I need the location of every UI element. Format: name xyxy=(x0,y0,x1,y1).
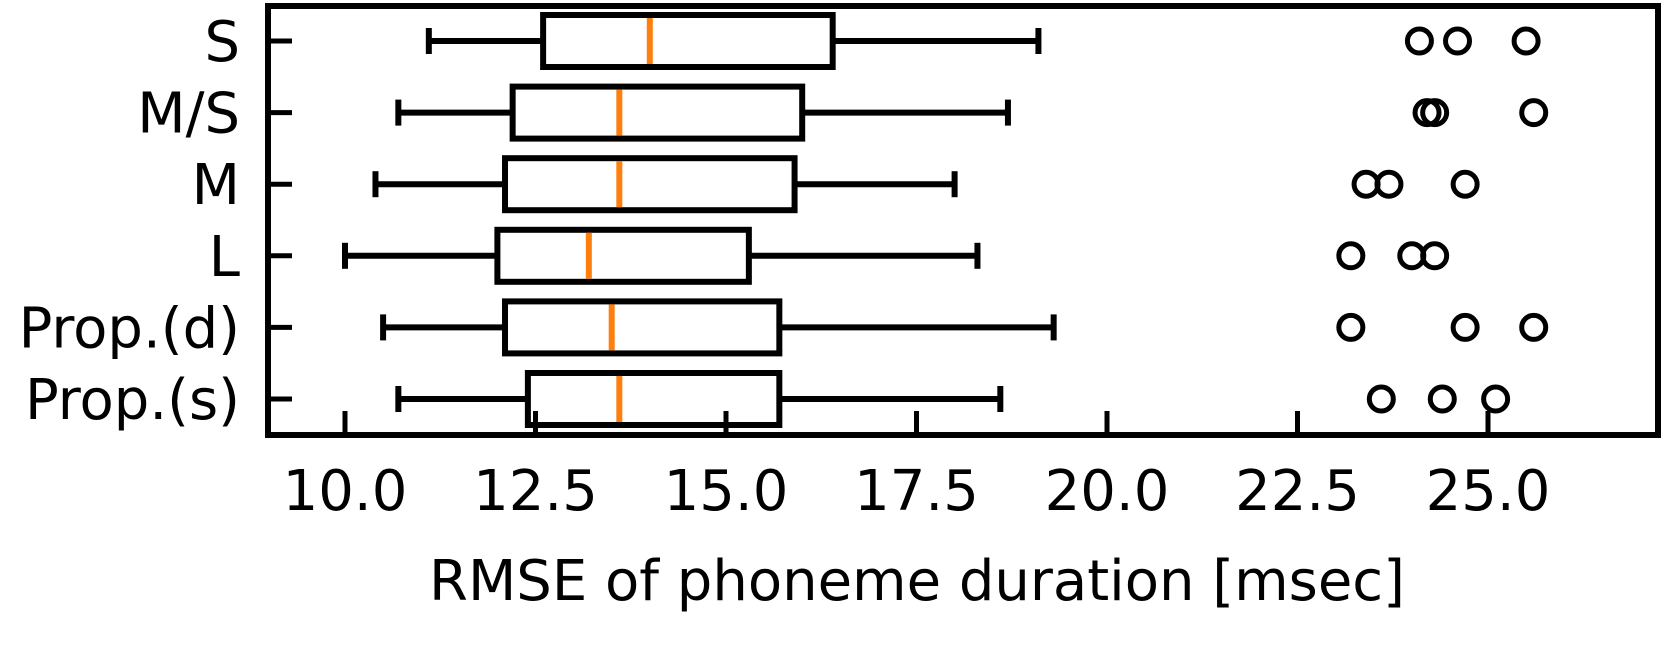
outlier-point xyxy=(1420,98,1450,128)
outlier-point xyxy=(1404,26,1434,56)
iqr-box xyxy=(524,370,783,428)
iqr-box xyxy=(502,155,798,214)
x-axis-title: RMSE of phoneme duration [msec] xyxy=(429,549,1405,614)
chart-marks xyxy=(342,12,1549,428)
outlier-point xyxy=(1420,241,1450,271)
y-tick-label: M/S xyxy=(137,82,240,147)
box-group xyxy=(425,12,1541,70)
x-tick-label: 17.5 xyxy=(854,459,979,524)
iqr-box xyxy=(540,12,836,70)
box-group xyxy=(380,298,1549,357)
outlier-point xyxy=(1374,169,1404,199)
outlier-point xyxy=(1427,384,1457,414)
box-group xyxy=(395,370,1511,428)
outlier-point xyxy=(1511,26,1541,56)
box-group xyxy=(342,226,1450,285)
x-tick-label: 22.5 xyxy=(1235,459,1360,524)
x-tick-label: 25.0 xyxy=(1426,459,1551,524)
outlier-point xyxy=(1336,241,1366,271)
outlier-point xyxy=(1481,384,1511,414)
x-axis: 10.0 12.5 15.0 17.5 20.0 22.5 25.0 xyxy=(283,411,1551,524)
y-tick-label: S xyxy=(204,10,240,75)
iqr-box xyxy=(509,83,806,142)
plot-frame xyxy=(265,3,1661,438)
x-tick-label: 20.0 xyxy=(1045,459,1170,524)
outlier-point xyxy=(1519,312,1549,342)
y-tick-label: Prop.(d) xyxy=(19,296,240,361)
outlier-point xyxy=(1443,26,1473,56)
x-tick-label: 15.0 xyxy=(664,459,789,524)
box-group xyxy=(395,83,1549,142)
outlier-point xyxy=(1450,169,1480,199)
outlier-point xyxy=(1336,312,1366,342)
outlier-point xyxy=(1366,384,1396,414)
box-group xyxy=(372,155,1480,214)
iqr-box xyxy=(494,226,752,285)
x-tick-label: 10.0 xyxy=(283,459,408,524)
outlier-point xyxy=(1450,312,1480,342)
iqr-box xyxy=(502,298,783,357)
y-tick-label: M xyxy=(192,153,240,218)
outlier-point xyxy=(1519,98,1549,128)
y-tick-label: L xyxy=(209,225,240,290)
x-tick-label: 12.5 xyxy=(473,459,598,524)
y-tick-label: Prop.(s) xyxy=(25,368,240,433)
